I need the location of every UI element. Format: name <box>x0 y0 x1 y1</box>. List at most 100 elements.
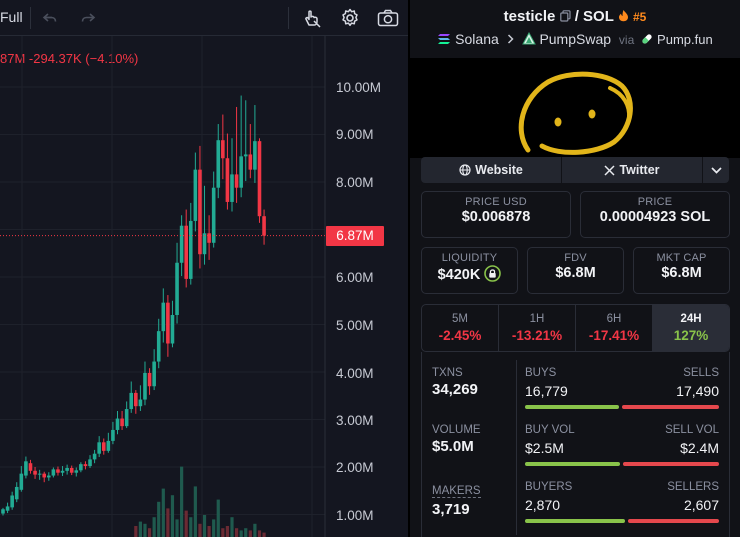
camera-icon[interactable] <box>376 6 400 30</box>
candle-body <box>147 372 152 387</box>
volume-bar <box>134 526 138 537</box>
candle-body <box>120 418 124 427</box>
y-axis-label: 1.00M <box>336 508 374 523</box>
makers-label: MAKERS <box>432 485 481 498</box>
toolbar-divider <box>288 7 289 29</box>
liquidity-box: LIQUIDITY $420K <box>421 247 518 294</box>
tab-label: 6H <box>606 313 622 325</box>
candle-body <box>193 169 198 221</box>
volume-bar <box>244 528 248 537</box>
sellers-label: SELLERS <box>667 481 719 493</box>
panel-divider[interactable] <box>408 0 410 537</box>
volume-bar <box>189 517 193 537</box>
buyers-value: 2,870 <box>525 497 561 513</box>
volume-bar <box>180 466 184 537</box>
buy-volume-label: BUY VOL <box>525 424 575 436</box>
pumpswap-icon <box>521 31 536 48</box>
candle-body <box>248 154 253 170</box>
tab-5m[interactable]: 5M -2.45% <box>422 305 499 351</box>
candle-body <box>10 495 14 508</box>
liquidity-value: $420K <box>437 267 481 283</box>
gear-icon[interactable] <box>338 6 362 30</box>
sells-value: 17,490 <box>676 383 719 399</box>
tab-6h[interactable]: 6H -17.41% <box>576 305 653 351</box>
y-axis-label: 6.00M <box>336 270 374 285</box>
candle-body <box>143 372 147 400</box>
candle-body <box>253 141 257 170</box>
txns-label: TXNS <box>432 367 463 379</box>
candle-body <box>47 475 51 478</box>
volume-bar <box>216 499 220 537</box>
price-native-label: PRICE <box>637 196 673 208</box>
trending-rank-badge[interactable]: #5 <box>632 10 647 24</box>
market-cap-box: MKT CAP $6.8M <box>633 247 730 294</box>
y-axis-label: 2.00M <box>336 460 374 475</box>
volume-bar <box>175 519 179 537</box>
candlestick-chart[interactable] <box>0 36 408 537</box>
candle-body <box>198 169 202 255</box>
links-divider <box>561 157 562 183</box>
volume-bar <box>262 532 266 537</box>
volume-bar <box>253 523 257 537</box>
candle-body <box>216 140 221 188</box>
tab-change-value: -17.41% <box>588 328 640 343</box>
candle-body <box>115 418 120 430</box>
volume-label: VOLUME <box>432 424 481 436</box>
candle-body <box>166 302 170 344</box>
tab-change-value: -13.21% <box>511 328 563 343</box>
website-button[interactable]: Website <box>421 157 561 183</box>
twitter-button[interactable]: Twitter <box>562 157 702 183</box>
fullscreen-toggle[interactable]: Full <box>0 9 23 25</box>
more-links-button[interactable] <box>702 157 729 183</box>
candle-body <box>28 463 33 471</box>
chain-breadcrumb: Solana PumpSwap via Pump.fun <box>410 31 740 48</box>
buys-value: 16,779 <box>525 383 568 399</box>
candle-body <box>79 464 83 471</box>
chevron-down-icon <box>710 166 722 174</box>
launchpad-link[interactable]: Pump.fun <box>657 32 713 47</box>
website-label: Website <box>475 163 523 177</box>
volume-bar <box>152 517 156 537</box>
tab-change-value: 127% <box>673 328 709 343</box>
fdv-box: FDV $6.8M <box>527 247 624 294</box>
price-native-value: 0.00004923 SOL <box>599 209 711 225</box>
liquidity-label: LIQUIDITY <box>441 252 498 264</box>
sells-bar <box>622 405 719 409</box>
tab-1h[interactable]: 1H -13.21% <box>499 305 576 351</box>
x-logo-icon <box>604 164 615 176</box>
candle-body <box>42 473 47 478</box>
candle-body <box>161 302 166 332</box>
candle-body <box>170 315 175 344</box>
txns-stat: TXNS 34,269 <box>432 367 478 398</box>
price-usd-box: PRICE USD $0.006878 <box>421 191 571 238</box>
volume-bar <box>239 530 243 537</box>
volume-value: $5.0M <box>432 438 474 455</box>
transactions-panel: TXNS 34,269 VOLUME $5.0M MAKERS 3,719 BU… <box>421 352 730 537</box>
candle-body <box>101 442 106 451</box>
candle-body <box>124 409 129 427</box>
y-axis-label: 4.00M <box>336 366 374 381</box>
candle-body <box>69 467 74 473</box>
tab-24h[interactable]: 24H 127% <box>653 305 729 351</box>
solana-icon <box>437 32 451 48</box>
volume-bar <box>184 510 188 537</box>
current-price-badge: 6.87M <box>326 226 384 246</box>
lock-icon[interactable] <box>484 265 502 286</box>
candle-body <box>239 156 243 188</box>
copy-icon[interactable] <box>559 9 571 26</box>
twitter-label: Twitter <box>619 163 660 177</box>
chain-link[interactable]: Solana <box>455 31 499 47</box>
undo-icon[interactable] <box>38 6 62 30</box>
fdv-label: FDV <box>564 252 587 264</box>
candle-body <box>111 429 115 441</box>
dex-link[interactable]: PumpSwap <box>539 31 612 47</box>
makers-stat: MAKERS 3,719 <box>432 481 481 518</box>
base-token-name: testicle <box>503 8 556 25</box>
volume-stat: VOLUME $5.0M <box>432 424 481 455</box>
candle-body <box>5 506 10 511</box>
redo-icon[interactable] <box>76 6 100 30</box>
volume-bar <box>248 530 252 537</box>
chart-panel[interactable]: Full 87M -294.37K (−4.10%) 10.00M 9.00M … <box>0 0 408 537</box>
hand-cursor-icon[interactable] <box>300 6 324 30</box>
candle-body <box>19 473 24 490</box>
